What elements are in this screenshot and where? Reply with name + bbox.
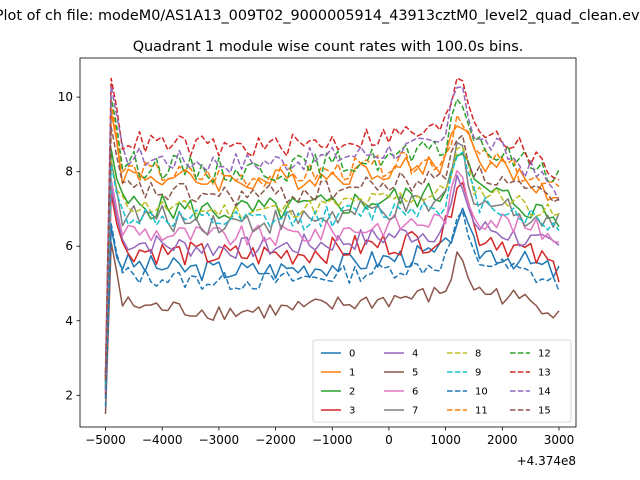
legend-label-3: 3 [349, 406, 355, 417]
legend-label-2: 2 [349, 387, 355, 398]
legend-label-13: 13 [538, 368, 551, 379]
x-tick-label: 0 [385, 433, 393, 447]
series-line-1 [104, 111, 560, 381]
x-tick-label: −3000 [199, 433, 240, 447]
x-tick-label: −5000 [85, 433, 126, 447]
x-tick-label: −2000 [255, 433, 296, 447]
series-line-10 [104, 210, 560, 407]
legend-label-6: 6 [412, 387, 418, 398]
series-line-5 [104, 241, 560, 415]
series-line-13 [104, 77, 560, 374]
y-tick-label: 8 [65, 165, 73, 179]
x-tick-label: 1000 [430, 433, 461, 447]
y-tick-label: 2 [65, 388, 73, 402]
chart-title: Quadrant 1 module wise count rates with … [133, 39, 524, 55]
x-tick-label: −4000 [142, 433, 183, 447]
legend-label-7: 7 [412, 406, 418, 417]
x-tick-label: 2000 [487, 433, 518, 447]
legend-label-9: 9 [475, 368, 481, 379]
legend-label-15: 15 [538, 406, 551, 417]
y-tick-label: 10 [58, 90, 73, 104]
y-tick-label: 4 [65, 314, 73, 328]
legend-label-8: 8 [475, 349, 481, 360]
legend-label-0: 0 [349, 349, 355, 360]
series-layer [104, 77, 560, 415]
x-axis: −5000 −4000 −3000 −2000 −1000 0 1000 2000 3000 [85, 427, 574, 447]
series-line-9 [104, 151, 560, 385]
series-line-3 [104, 181, 560, 396]
legend-label-12: 12 [538, 349, 551, 360]
x-tick-label: 3000 [544, 433, 575, 447]
y-tick-label: 6 [65, 239, 73, 253]
series-line-11 [104, 103, 560, 377]
legend-label-5: 5 [412, 368, 418, 379]
legend-label-10: 10 [475, 387, 488, 398]
legend-label-1: 1 [349, 368, 355, 379]
x-axis-offset-label: +4.374e8 [517, 454, 576, 468]
series-line-14 [104, 85, 560, 377]
legend-label-11: 11 [475, 406, 488, 417]
plot-area-frame [79, 57, 577, 428]
chart-suptitle: Plot of ch file: modeM0/AS1A13_009T02_90… [0, 8, 640, 24]
legend-box [312, 339, 572, 423]
x-tick-label: −1000 [312, 433, 353, 447]
series-line-7 [104, 141, 560, 388]
series-line-6 [104, 169, 560, 392]
series-line-0 [104, 207, 560, 400]
y-axis: 2 4 6 8 10 [58, 90, 80, 402]
series-line-4 [104, 174, 560, 392]
series-line-15 [104, 126, 560, 381]
legend-label-14: 14 [538, 387, 551, 398]
legend-label-4: 4 [412, 349, 418, 360]
